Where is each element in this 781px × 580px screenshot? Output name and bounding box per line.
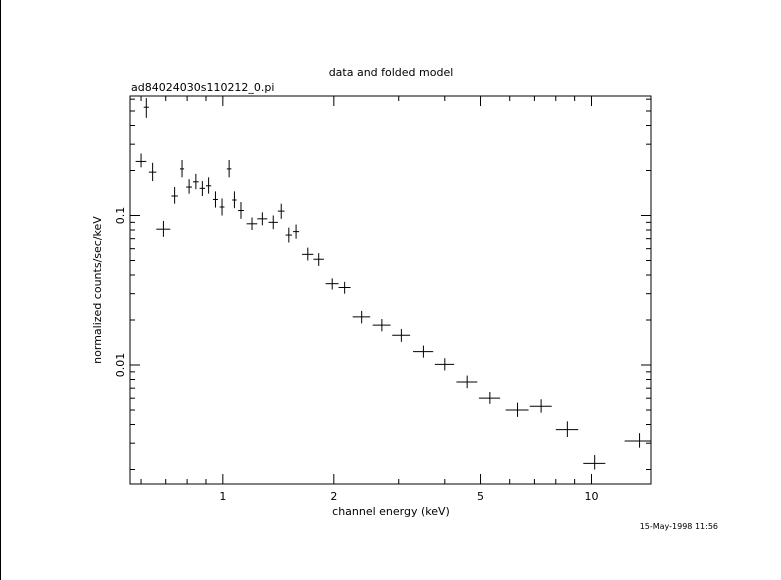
data-point [555,421,579,437]
data-point [434,358,455,371]
data-point [199,181,206,197]
y-tick-label: 0.1 [114,207,127,225]
data-point [478,391,501,404]
data-point [186,179,193,194]
data-point [205,177,212,194]
data-point [277,203,285,219]
data-point [268,215,278,230]
data-point [293,224,300,239]
data-point [529,399,552,413]
data-point [232,191,237,209]
data-point [372,319,391,332]
data-point [285,227,292,243]
data-point [212,191,218,208]
chart-title: data and folded model [329,66,454,79]
plot-frame [129,95,652,485]
data-point [226,160,232,178]
data-point [179,160,185,178]
data-point [313,253,324,266]
data-point [143,98,149,118]
data-point [624,433,651,448]
chart-subtitle: ad84024030s110212_0.pi [131,81,274,94]
data-point [135,153,147,168]
data-point [219,198,225,216]
data-point [302,247,314,261]
data-point [392,329,411,342]
data-point [325,278,339,290]
data-point [148,162,157,182]
data-point [456,375,478,389]
data-point [238,202,244,219]
x-tick-label: 1 [219,490,226,503]
window-edge [0,0,1,580]
timestamp-label: 15-May-1998 11:56 [640,522,718,531]
y-tick-label: 0.01 [114,353,127,378]
axis-tick-labels: 1 2 5 10 0.01 0.1 [114,207,599,503]
data-point [352,310,371,324]
data-point [171,187,178,204]
data-point [246,217,258,230]
data-points [135,98,651,470]
data-point [156,220,171,237]
data-point [193,173,199,190]
x-tick-label: 2 [330,490,337,503]
data-point [257,212,268,226]
data-point [338,281,351,294]
axis-ticks [130,96,651,484]
x-tick-label: 10 [585,490,599,503]
x-tick-label: 5 [477,490,484,503]
y-axis-label: normalized counts/sec/keV [91,216,104,364]
x-axis-label: channel energy (keV) [332,505,450,518]
data-point [413,345,434,358]
data-point [505,402,529,417]
data-point [583,455,606,470]
